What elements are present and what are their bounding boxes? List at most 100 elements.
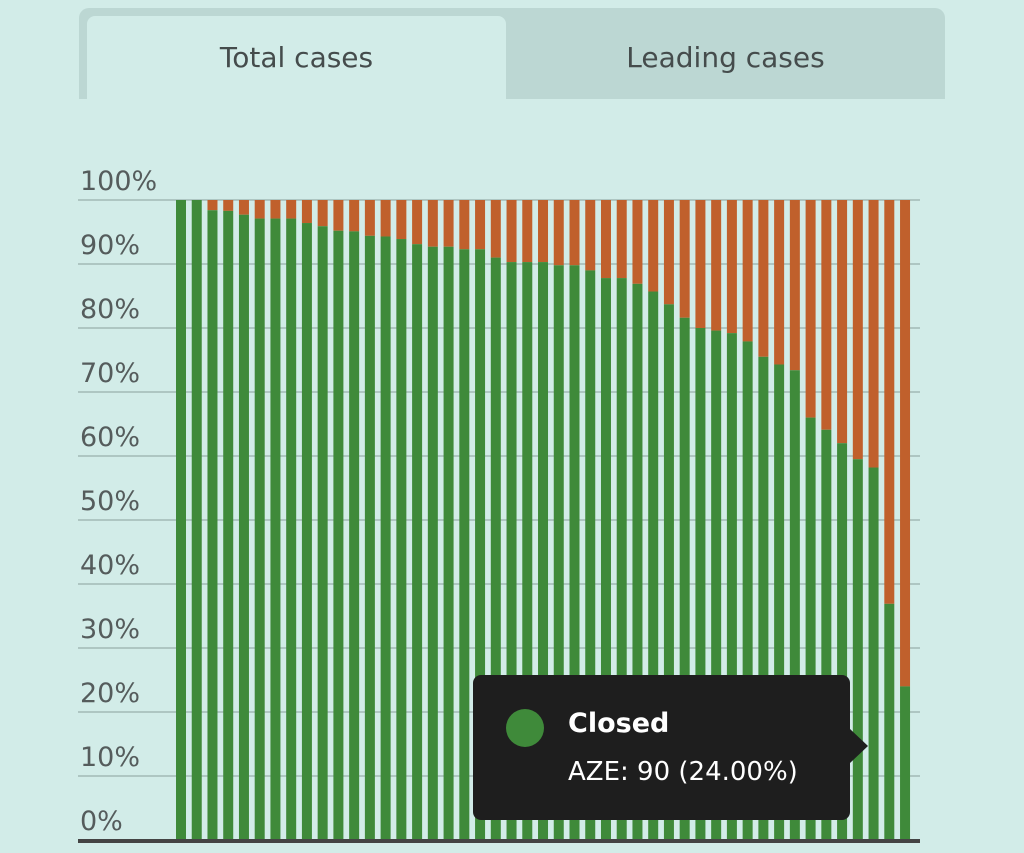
bar-other [695, 200, 706, 328]
tooltip: Closed AZE: 90 (24.00%) [473, 675, 868, 820]
bar-other [349, 200, 360, 232]
bar-closed [364, 235, 375, 841]
bar-other [569, 200, 580, 266]
tab-label: Leading cases [626, 41, 825, 74]
bar-other [286, 200, 297, 219]
bar-closed [522, 262, 533, 841]
bar-other [868, 200, 879, 468]
bar-closed [207, 210, 218, 841]
y-tick-label: 70% [80, 358, 140, 389]
bar-closed [868, 467, 879, 840]
bar-other [475, 200, 486, 250]
bar-other [616, 200, 627, 279]
bar-other [254, 200, 265, 219]
bar-closed [632, 283, 643, 841]
bar-closed [758, 356, 769, 840]
bar-other [506, 200, 517, 263]
bar-other [301, 200, 312, 224]
y-tick-label: 100% [80, 166, 157, 197]
bar-closed [569, 265, 580, 840]
y-tick-label: 30% [80, 614, 140, 645]
y-tick-label: 90% [80, 230, 140, 261]
bar-closed [286, 218, 297, 840]
bar-closed [695, 328, 706, 840]
bar-closed [270, 218, 281, 840]
bar-closed [191, 200, 202, 840]
bar-closed [254, 218, 265, 840]
bar-other [333, 200, 344, 231]
bar-other [789, 200, 800, 371]
bar-closed [538, 262, 549, 841]
tab-leading-cases[interactable]: Leading cases [506, 16, 945, 99]
bar-closed [475, 249, 486, 840]
bar-closed [412, 244, 423, 840]
bar-closed [396, 239, 407, 841]
bar-other [726, 200, 737, 334]
bar-other [663, 200, 674, 305]
bar-closed [490, 257, 501, 841]
bar-other [805, 200, 816, 418]
bar-closed [742, 341, 753, 840]
y-tick-label: 80% [80, 294, 140, 325]
bar-closed [238, 214, 249, 841]
bar-other [270, 200, 281, 219]
bar-closed [837, 443, 848, 840]
bar-other [522, 200, 533, 263]
bar-other [380, 200, 391, 237]
bar-other [490, 200, 501, 258]
y-tick-label: 50% [80, 486, 140, 517]
bar-closed [506, 262, 517, 841]
bar-closed [884, 603, 895, 840]
bar-other [412, 200, 423, 245]
tab-label: Total cases [219, 41, 374, 74]
bar-other [443, 200, 454, 247]
bar-other [364, 200, 375, 236]
bar-other [742, 200, 753, 342]
y-tick-label: 20% [80, 678, 140, 709]
bar-other [600, 200, 611, 279]
bar-closed [726, 333, 737, 840]
series-color-dot [506, 709, 544, 747]
bar-closed [616, 278, 627, 841]
bar-other [238, 200, 249, 215]
bar-closed [900, 686, 911, 840]
bar-other [679, 200, 690, 318]
bar-closed [600, 278, 611, 841]
bar-other [553, 200, 564, 266]
bar-closed [176, 200, 186, 840]
bar-closed [459, 249, 470, 840]
y-tick-label: 40% [80, 550, 140, 581]
bar-closed [679, 317, 690, 840]
bar-other [711, 200, 722, 331]
bar-other [648, 200, 659, 292]
bar-closed [805, 417, 816, 840]
bar-closed [585, 270, 596, 840]
bar-closed [852, 459, 863, 840]
bar-other [223, 200, 234, 211]
bar-other [774, 200, 785, 365]
bar-other [758, 200, 769, 357]
bar-closed [427, 246, 438, 841]
bar-closed [349, 231, 360, 841]
tab-bar: Total cases Leading cases [79, 8, 945, 99]
bar-closed [317, 226, 328, 841]
bar-closed [648, 291, 659, 840]
bar-closed [301, 223, 312, 841]
bar-other [396, 200, 407, 240]
bar-other [427, 200, 438, 247]
y-tick-label: 0% [80, 806, 123, 837]
bar-other [585, 200, 596, 271]
bar-other [207, 200, 218, 211]
tab-total-cases[interactable]: Total cases [87, 16, 506, 99]
bar-closed [821, 429, 832, 840]
tooltip-value: AZE: 90 (24.00%) [568, 757, 798, 787]
tooltip-series: Closed [568, 708, 670, 739]
bar-other [900, 200, 911, 687]
bar-other [459, 200, 470, 250]
bar-other [821, 200, 832, 430]
bar-other [884, 200, 895, 604]
bar-closed [223, 210, 234, 840]
bar-other [538, 200, 549, 263]
bar-closed [663, 304, 674, 840]
